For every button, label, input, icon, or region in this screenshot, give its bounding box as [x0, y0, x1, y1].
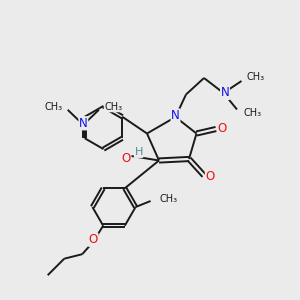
Text: H: H [134, 147, 143, 158]
Text: CH₃: CH₃ [44, 102, 62, 112]
Text: N: N [79, 117, 88, 130]
Text: O: O [218, 122, 226, 136]
Text: O: O [122, 152, 130, 165]
Text: CH₃: CH₃ [246, 72, 264, 82]
Text: CH₃: CH₃ [159, 194, 177, 205]
Text: O: O [89, 233, 98, 246]
Text: CH₃: CH₃ [244, 107, 262, 118]
Text: O: O [206, 170, 214, 184]
Text: N: N [220, 86, 230, 100]
Text: N: N [171, 109, 180, 122]
Text: CH₃: CH₃ [104, 102, 122, 112]
